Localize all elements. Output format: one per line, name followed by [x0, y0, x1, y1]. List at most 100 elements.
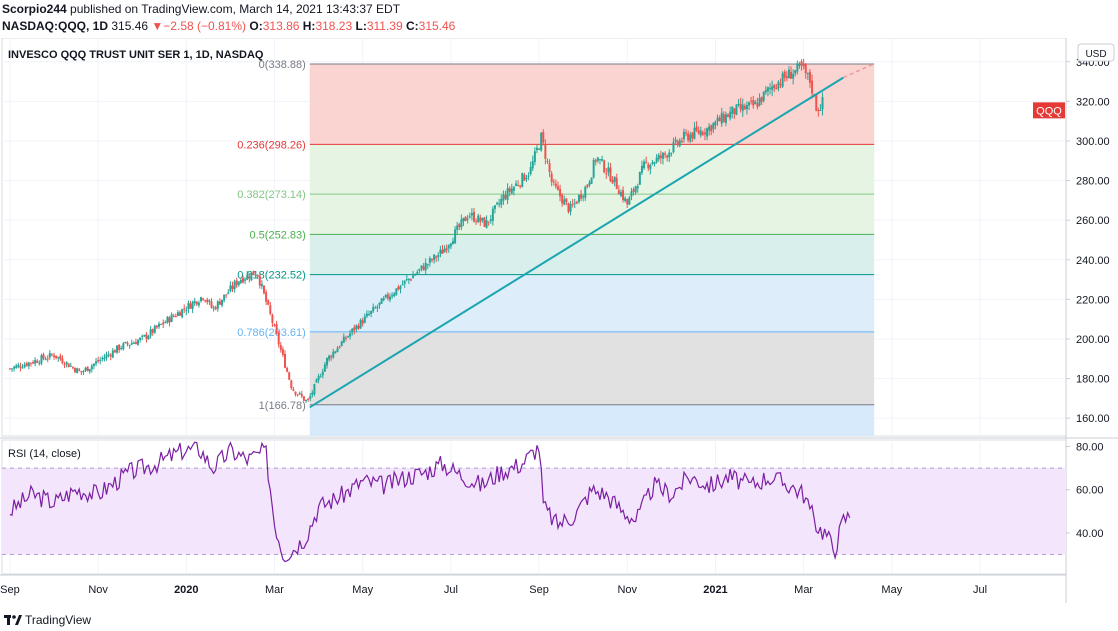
candle-body	[737, 104, 740, 106]
candle-body	[57, 356, 60, 359]
candle-body	[586, 185, 589, 187]
trendline[interactable]	[309, 63, 875, 409]
candle-body	[189, 303, 192, 309]
candle-body	[703, 132, 706, 135]
candle-body	[428, 258, 431, 263]
candle-body	[99, 359, 102, 361]
candle-body	[374, 307, 377, 309]
price-chart[interactable]: 0(338.88) 0.236(298.26) 0.382(273.14) 0.5(2…	[0, 38, 1118, 604]
candle-body	[412, 275, 415, 279]
candle-body	[607, 167, 610, 173]
rsi-pane: RSI (14, close)	[2, 441, 1066, 563]
candle-body	[101, 358, 104, 360]
candle-body	[754, 101, 757, 105]
last-price: 315.46	[111, 19, 149, 33]
candle-body	[269, 305, 272, 314]
candle-body	[575, 202, 578, 204]
candle-body	[544, 143, 547, 159]
candle-body	[197, 302, 200, 306]
candle-body	[397, 286, 400, 290]
candle-body	[808, 71, 811, 83]
candle-body	[605, 173, 608, 175]
candle-body	[514, 183, 517, 186]
candle-body	[92, 363, 95, 366]
fibonacci-retracement[interactable]: 0(338.88) 0.236(298.26) 0.382(273.14) 0.5(2…	[237, 59, 875, 436]
candle-body	[527, 175, 530, 177]
candle-body	[336, 348, 339, 353]
currency-button[interactable]	[1077, 43, 1115, 62]
candle-body	[470, 212, 473, 216]
candle-body	[437, 255, 440, 257]
author-name[interactable]: Scorpio244	[2, 2, 67, 16]
ohlc-line: NASDAQ:QQQ, 1D 315.46 ▼−2.58 (−0.81%) O:…	[2, 19, 455, 33]
candle-body	[651, 162, 654, 164]
time-tick-label: Nov	[617, 584, 637, 596]
candle-body	[71, 367, 74, 369]
footer-brand[interactable]: TradingView	[4, 611, 91, 629]
candle-body	[344, 337, 347, 339]
close-label: C:	[405, 19, 419, 33]
candle-body	[731, 106, 734, 114]
time-tick-label: 2020	[174, 584, 198, 596]
candle-body	[103, 357, 106, 360]
candle-body	[670, 153, 673, 155]
candle-body	[611, 179, 614, 184]
candle-body	[783, 71, 786, 78]
candle-body	[552, 181, 555, 183]
candle-body	[546, 161, 549, 163]
candle-body	[739, 103, 742, 110]
candle-body	[359, 319, 362, 329]
candle-body	[779, 83, 782, 85]
candle-body	[462, 217, 465, 222]
candle-body	[556, 186, 559, 190]
candle-body	[802, 63, 805, 67]
price-tick-label: 200.00	[1076, 334, 1110, 346]
candle-body	[256, 274, 259, 277]
candle-body	[200, 297, 203, 302]
candle-body	[649, 165, 652, 170]
candle-body	[44, 359, 47, 361]
candle-body	[624, 198, 627, 201]
candle-body	[481, 217, 484, 221]
candle-body	[533, 151, 536, 163]
candle-body	[76, 368, 79, 374]
candle-body	[712, 123, 715, 130]
candle-body	[284, 353, 287, 368]
trendline-extension[interactable]	[843, 63, 875, 79]
candle-body	[638, 172, 641, 185]
low-value: 311.39	[366, 19, 403, 33]
candle-body	[693, 127, 696, 139]
time-tick-label: May	[881, 584, 902, 596]
candle-body	[141, 335, 144, 337]
fib-zone	[309, 194, 875, 235]
candle-body	[508, 188, 511, 192]
candle-body	[376, 306, 379, 308]
candle-body	[584, 186, 587, 198]
candle-body	[472, 211, 475, 222]
candle-body	[401, 284, 404, 286]
candle-body	[699, 130, 702, 136]
candle-body	[332, 351, 335, 358]
trendline-solid[interactable]	[309, 76, 844, 409]
candle-body	[313, 384, 316, 395]
candle-body	[735, 104, 738, 115]
fib-zone	[309, 63, 875, 145]
candle-body	[424, 262, 427, 271]
candle-body	[388, 296, 391, 301]
candle-body	[323, 364, 326, 372]
publish-line: Scorpio244 published on TradingView.com,…	[2, 2, 400, 16]
currency-label: USD	[1085, 49, 1106, 60]
price-tick-label: 220.00	[1076, 294, 1110, 306]
candle-body	[128, 344, 131, 346]
fib-level-label: 0.236(298.26)	[237, 139, 306, 151]
candle-body	[519, 185, 522, 187]
change-arrow-icon: ▼	[151, 19, 164, 33]
candle-body	[328, 355, 331, 360]
candle-body	[386, 294, 389, 299]
candle-body	[682, 131, 685, 140]
rsi-tick-label: 80.00	[1076, 441, 1104, 453]
candle-body	[143, 334, 146, 337]
candle-body	[510, 188, 513, 194]
candle-body	[227, 292, 230, 294]
candle-body	[525, 177, 528, 180]
